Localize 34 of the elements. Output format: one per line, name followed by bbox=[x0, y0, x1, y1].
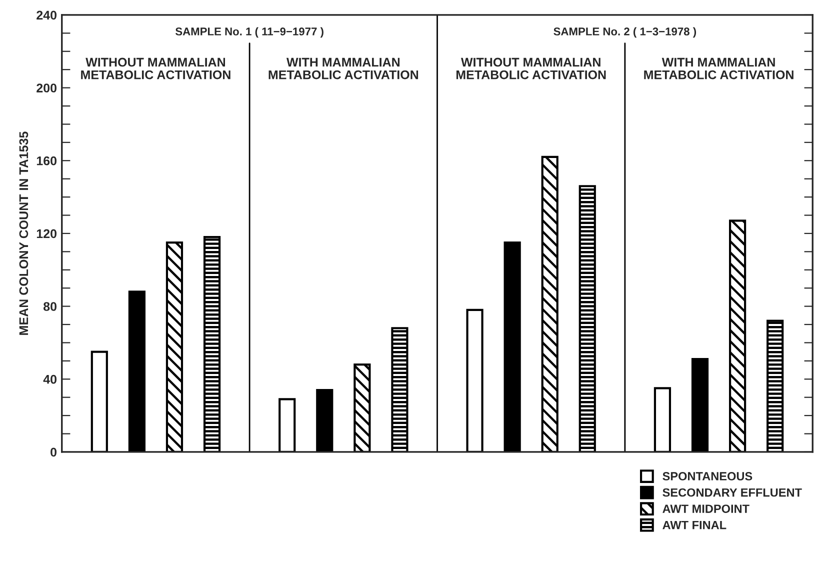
x-tick-label: WITHOUT MAMMALIAN METABOLIC ACTIVATION bbox=[456, 58, 606, 80]
bar bbox=[203, 236, 221, 452]
bar bbox=[728, 220, 746, 452]
bar bbox=[504, 242, 521, 452]
y-tick-label: 0 bbox=[50, 448, 56, 457]
x-tick-label: WITH MAMMALIAN METABOLIC ACTIVATION bbox=[268, 58, 418, 80]
legend-label: AWT MIDPOINT bbox=[662, 504, 750, 513]
y-tick-label: 160 bbox=[36, 156, 57, 166]
bar bbox=[128, 290, 146, 452]
x-tick-label: WITH MAMMALIAN METABOLIC ACTIVATION bbox=[644, 58, 794, 80]
legend-label: AWT FINAL bbox=[662, 520, 726, 530]
bar bbox=[354, 364, 371, 452]
bar bbox=[578, 185, 596, 452]
y-tick-label: 240 bbox=[36, 10, 57, 20]
bar bbox=[90, 350, 108, 452]
bar bbox=[278, 398, 296, 452]
y-tick-label: 200 bbox=[36, 84, 57, 92]
y-tick-label: 120 bbox=[36, 229, 57, 238]
bar bbox=[654, 387, 672, 452]
bar bbox=[691, 358, 709, 452]
bar bbox=[541, 156, 558, 452]
x-tick-label: WITHOUT MAMMALIAN METABOLIC ACTIVATION bbox=[81, 58, 230, 80]
bar bbox=[466, 308, 484, 452]
y-tick-label: 80 bbox=[44, 302, 57, 311]
bar bbox=[166, 242, 184, 452]
bar bbox=[391, 327, 408, 452]
annotation: SAMPLE No. 2 ( 1−3−1978 ) bbox=[554, 27, 696, 38]
bar bbox=[316, 388, 334, 452]
legend-label: SPONTANEOUS bbox=[662, 472, 752, 480]
y-axis-title: MEAN COLONY COUNT IN TA1535 bbox=[19, 132, 28, 335]
annotation: SAMPLE No. 1 ( 11−9−1977 ) bbox=[175, 27, 324, 38]
legend-label: SECONDARY EFFLUENT bbox=[662, 488, 802, 497]
bar bbox=[766, 320, 784, 452]
y-tick-label: 40 bbox=[43, 374, 57, 384]
